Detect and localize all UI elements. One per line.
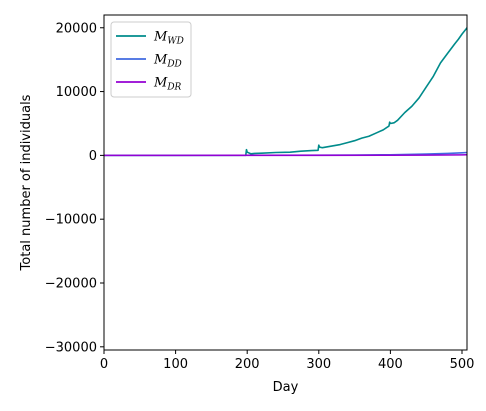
x-tick-label: 0 bbox=[100, 357, 108, 372]
y-tick-label: 10000 bbox=[56, 85, 97, 100]
y-axis: −30000 −20000 −10000 0 10000 20000 bbox=[45, 21, 104, 355]
x-tick-label: 500 bbox=[450, 357, 475, 372]
x-axis-label: Day bbox=[273, 380, 299, 395]
x-tick-label: 400 bbox=[378, 357, 403, 372]
y-tick-label: 0 bbox=[89, 149, 97, 164]
series-line-dr bbox=[104, 153, 468, 157]
x-tick-label: 200 bbox=[235, 357, 260, 372]
y-tick-label: −30000 bbox=[45, 340, 97, 355]
plot-frame bbox=[103, 14, 468, 351]
y-tick-label: −10000 bbox=[45, 213, 97, 228]
legend-box bbox=[110, 21, 192, 98]
series-line-wd bbox=[104, 27, 468, 157]
series-layer bbox=[104, 27, 468, 157]
x-tick-label: 100 bbox=[163, 357, 188, 372]
y-tick-label: 20000 bbox=[56, 21, 97, 36]
y-axis-label: Total number of individuals bbox=[19, 94, 34, 271]
y-tick-label: −20000 bbox=[45, 277, 97, 292]
x-axis: 0 100 200 300 400 500 bbox=[100, 350, 475, 372]
x-tick-label: 300 bbox=[306, 357, 331, 372]
